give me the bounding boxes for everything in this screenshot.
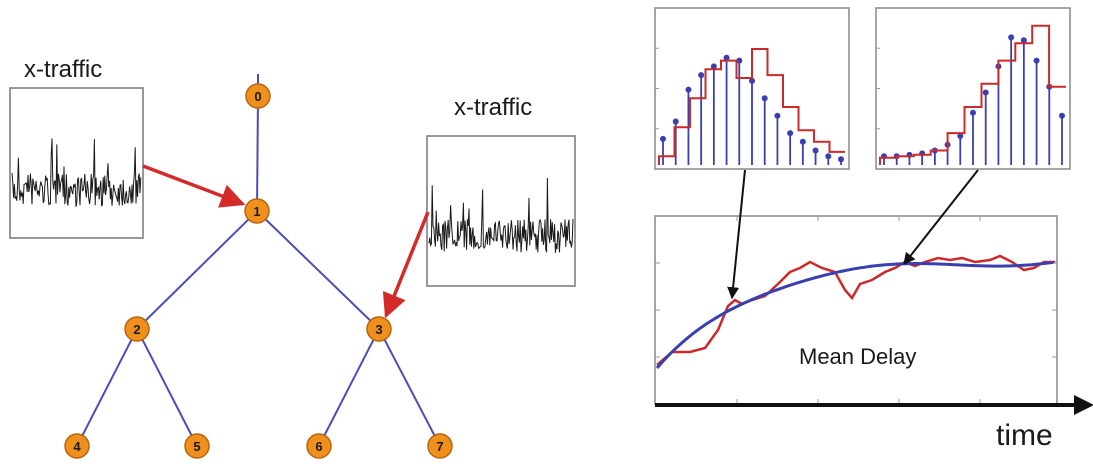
hist-stem-marker: [1008, 34, 1015, 41]
delay-curve-blue: [655, 260, 1054, 369]
tree-node-5: 5: [184, 433, 210, 459]
hist-stem-marker: [1033, 57, 1040, 64]
tree-node-label: 1: [253, 204, 260, 219]
xtraffic-label-left: x-traffic: [24, 56, 103, 83]
tree-edge-1-3: [256, 210, 380, 330]
pointer-arrow-left: [727, 169, 746, 300]
hist-step-line: [879, 24, 1066, 165]
tree-edge-1-2: [136, 210, 258, 330]
tree-node-label: 0: [254, 89, 261, 104]
tree-node-3: 3: [366, 316, 392, 342]
tree-node-label: 3: [375, 322, 382, 337]
delay-curve-red: [656, 254, 1055, 366]
histogram-left: [655, 47, 845, 165]
hist-stem-marker: [1020, 37, 1027, 44]
tree-edge-3-7: [378, 328, 441, 447]
hist-stem-marker: [799, 138, 806, 145]
hist-stem-marker: [982, 89, 989, 96]
hist-stem-marker: [812, 147, 819, 154]
histogram-right: [876, 24, 1066, 165]
hist-stem-marker: [825, 153, 832, 160]
hist-stem-marker: [787, 130, 794, 137]
hist-stem-marker: [761, 95, 768, 102]
hist-step-line: [658, 48, 845, 165]
tree-node-label: 5: [193, 439, 200, 454]
time-axis-label: time: [996, 419, 1053, 452]
tree-node-label: 6: [315, 439, 322, 454]
hist-stem-marker: [710, 63, 717, 70]
red-arrow-right: [382, 211, 430, 319]
hist-stem-marker: [970, 109, 976, 116]
tree-edges: [76, 74, 441, 447]
tree-edge-2-4: [76, 328, 138, 447]
hist-stem-marker: [723, 54, 730, 61]
hist-stem-marker: [749, 77, 755, 84]
hist-stem-marker: [698, 72, 705, 79]
tree-node-7: 7: [427, 433, 453, 459]
traffic-panel-right: [426, 135, 576, 287]
delay-panel: [654, 215, 1058, 405]
hist-stem-marker: [957, 133, 964, 139]
hist-stem-marker: [660, 135, 666, 142]
hist-stem-marker: [838, 156, 844, 163]
traffic-panel-left: [9, 87, 144, 239]
hist-stem-marker: [736, 57, 743, 64]
tree-edge-0-1: [256, 95, 259, 212]
tree-node-0: 0: [245, 83, 271, 109]
tree-edge-3-6: [318, 328, 380, 447]
hist-stem-marker: [685, 86, 692, 93]
hist-stem-marker: [774, 112, 781, 119]
hist-stem-marker: [672, 118, 679, 125]
pointer-arrow-right: [903, 169, 979, 265]
tree-node-6: 6: [306, 433, 332, 459]
mean-delay-label: Mean Delay: [799, 344, 917, 369]
hist-stem-marker: [1059, 112, 1065, 119]
traffic-trace-left: [11, 138, 142, 207]
tree-edge-2-5: [136, 328, 198, 447]
xtraffic-label-right: x-traffic: [454, 94, 533, 121]
tree-node-label: 4: [73, 439, 81, 454]
red-arrow-left: [142, 164, 246, 208]
tree-node-1: 1: [244, 198, 270, 224]
tree-node-2: 2: [124, 316, 150, 342]
traffic-trace-right: [428, 177, 574, 254]
tree-node-4: 4: [64, 433, 90, 459]
tree-node-label: 2: [133, 322, 140, 337]
tree-nodes: 0 1 2 3 4 5 6 7: [64, 83, 453, 459]
tree-node-label: 7: [436, 439, 443, 454]
